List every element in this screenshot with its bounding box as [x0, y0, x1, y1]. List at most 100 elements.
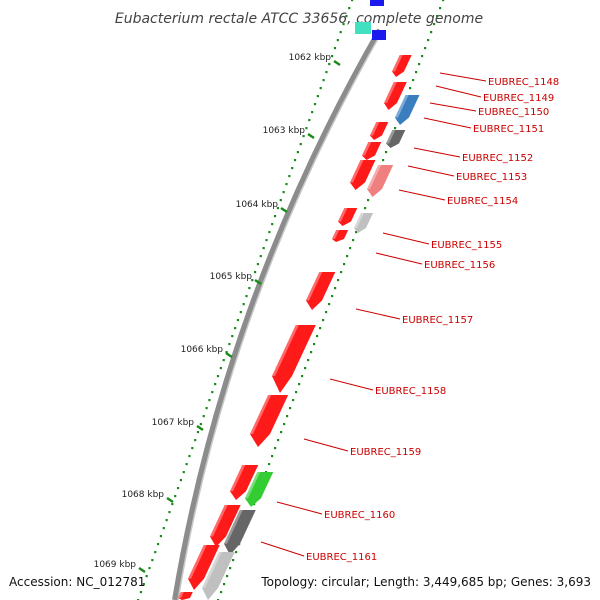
tick-dot — [223, 583, 226, 586]
tick-dot — [285, 183, 288, 186]
tick-dot — [219, 367, 222, 370]
tick-dot — [251, 279, 254, 282]
kbp-tick-mark — [254, 278, 262, 286]
gene-arrow-1160a-shade — [230, 465, 246, 492]
tick-dot — [308, 119, 311, 122]
gene-arrow-1153 — [350, 160, 376, 190]
tick-dot — [316, 335, 319, 338]
accession-text: Accession: NC_012781 — [9, 575, 145, 589]
tick-dot — [142, 583, 145, 586]
gene-arrow-1153a — [362, 142, 382, 160]
gene-leader-line — [260, 541, 305, 557]
tick-dot — [235, 551, 238, 554]
tick-dot — [382, 159, 385, 162]
gene-label[interactable]: EUBREC_1159 — [350, 447, 421, 458]
gene-label[interactable]: EUBREC_1154 — [447, 196, 518, 207]
tick-dot — [191, 447, 194, 450]
tick-dot — [236, 319, 240, 322]
tick-dot — [302, 135, 305, 138]
gene-leader-line — [407, 165, 455, 177]
gene-label[interactable]: EUBREC_1156 — [424, 260, 495, 271]
gene-label[interactable]: EUBREC_1153 — [456, 172, 527, 183]
tick-dot — [179, 479, 182, 482]
kbp-tick-label: 1064 kbp — [236, 200, 279, 210]
tick-dot — [412, 79, 415, 82]
gene-block-teal — [355, 22, 371, 34]
tick-dot — [424, 47, 427, 50]
tick-dot — [421, 55, 424, 58]
gene-leader-line — [429, 102, 477, 112]
kbp-tick-mark — [333, 59, 341, 67]
gene-label[interactable]: EUBREC_1148 — [488, 77, 559, 88]
gene-arrow-1155a — [338, 208, 358, 226]
tick-dot — [427, 39, 430, 42]
tick-dot — [188, 455, 191, 458]
tick-dot — [342, 23, 345, 26]
tick-dot — [291, 167, 294, 170]
tick-dot — [339, 31, 342, 34]
tick-dot — [220, 591, 223, 594]
tick-dot — [265, 239, 268, 242]
tick-dot — [276, 207, 280, 210]
tick-dot — [171, 503, 174, 506]
tick-dot — [334, 287, 337, 290]
tick-dot — [216, 375, 220, 378]
tick-dot — [349, 247, 352, 250]
gene-arrow-1161a — [210, 505, 241, 547]
gene-label[interactable]: EUBREC_1149 — [483, 93, 554, 104]
tick-dot — [394, 127, 397, 130]
gene-arrow-1157 — [306, 272, 336, 310]
tick-dot — [289, 407, 292, 410]
tick-dot — [367, 199, 370, 202]
gene-arrow-1155-shade — [354, 213, 364, 228]
tick-dot — [439, 7, 442, 10]
gene-label[interactable]: EUBREC_1158 — [375, 386, 446, 397]
tick-dot — [228, 343, 231, 346]
tick-dot — [145, 575, 148, 578]
kbp-tick-label: 1069 kbp — [94, 560, 137, 570]
tick-dot — [165, 519, 168, 522]
tick-dot — [322, 79, 325, 82]
gene-leader-line — [329, 378, 374, 391]
tick-dot — [436, 15, 439, 18]
tick-dot — [202, 415, 205, 418]
gene-arrow-1160a — [230, 465, 259, 500]
gene-label[interactable]: EUBREC_1152 — [462, 153, 533, 164]
gene-leader-line — [303, 438, 349, 452]
outer-tick-dots — [137, 0, 354, 600]
tick-dot — [311, 111, 314, 114]
gene-label[interactable]: EUBREC_1157 — [402, 315, 473, 326]
gene-arrow-1149 — [384, 82, 407, 110]
gene-arrow-1162-shade — [202, 552, 222, 588]
gene-leader-line — [276, 501, 323, 515]
gene-leader-line — [398, 189, 446, 201]
tick-dot — [168, 511, 171, 514]
tick-dot — [151, 559, 154, 562]
gene-leader-line — [375, 252, 423, 265]
gene-arrow-1153a-shade — [362, 142, 372, 156]
tick-dot — [239, 311, 242, 314]
gene-label[interactable]: EUBREC_1155 — [431, 240, 502, 251]
gene-arrow-1162 — [202, 552, 235, 600]
tick-dot — [333, 47, 337, 50]
gene-arrow-1150-shade — [395, 95, 409, 118]
gene-label[interactable]: EUBREC_1161 — [306, 552, 377, 563]
tick-dot — [313, 103, 317, 106]
tick-dot — [279, 199, 282, 202]
gene-label[interactable]: EUBREC_1150 — [478, 107, 549, 118]
tick-dot — [430, 31, 433, 34]
gene-arrow-1148-shade — [392, 55, 403, 72]
gene-label[interactable]: EUBREC_1160 — [324, 510, 395, 521]
kbp-tick-mark — [225, 351, 233, 359]
gene-arrow-1163-shade — [178, 592, 184, 598]
tick-dot — [185, 463, 188, 466]
gene-leader-line — [355, 308, 401, 320]
tick-dot — [442, 0, 445, 2]
tick-dot — [346, 255, 349, 258]
genome-title: Eubacterium rectale ATCC 33656, complete… — [115, 11, 483, 27]
gene-arrow-1160 — [245, 472, 274, 507]
gene-leader-line — [382, 232, 430, 245]
tick-dot — [316, 95, 319, 98]
tick-dot — [268, 463, 271, 466]
gene-label[interactable]: EUBREC_1151 — [473, 124, 544, 135]
